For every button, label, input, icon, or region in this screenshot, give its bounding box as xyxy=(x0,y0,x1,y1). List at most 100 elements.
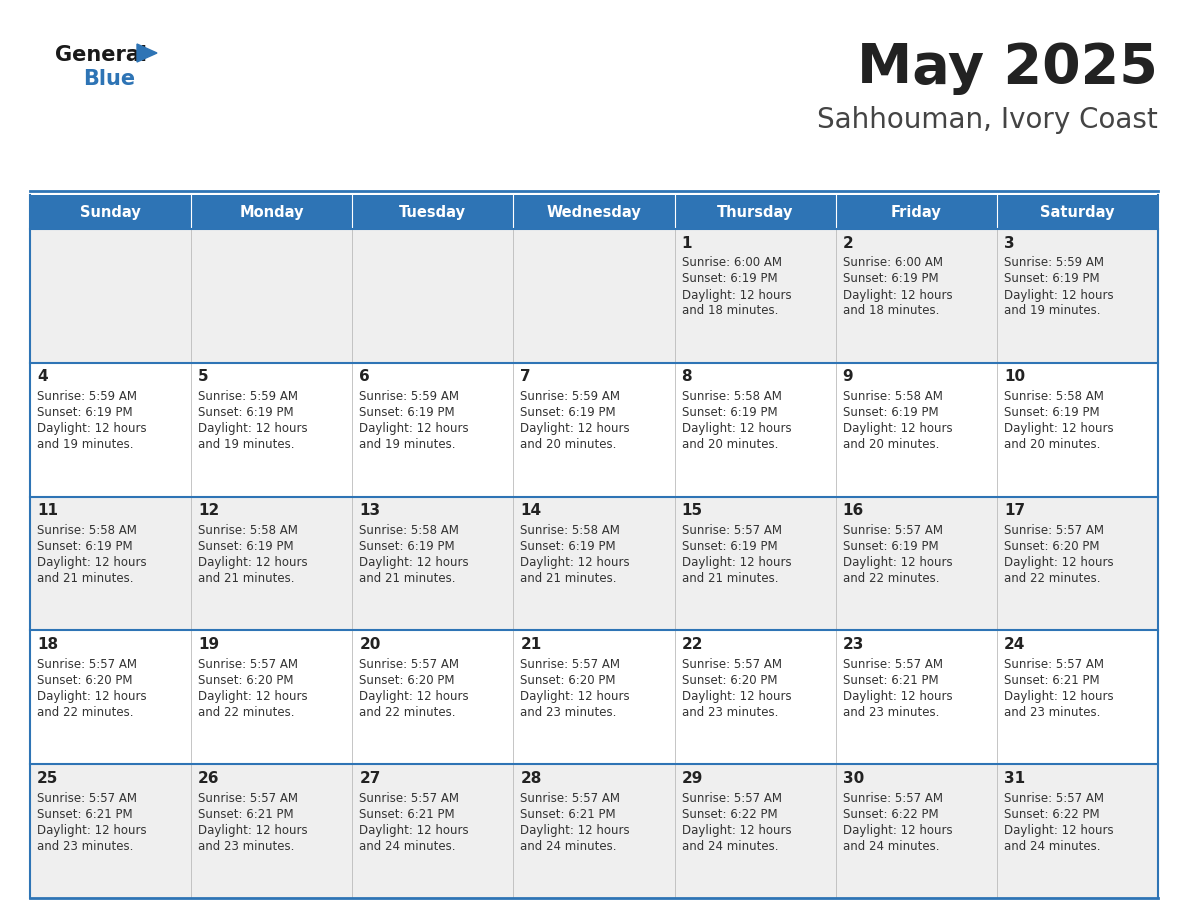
Text: Daylight: 12 hours: Daylight: 12 hours xyxy=(520,556,630,569)
Bar xyxy=(30,631,1158,764)
Text: 30: 30 xyxy=(842,771,864,786)
Text: Daylight: 12 hours: Daylight: 12 hours xyxy=(682,823,791,836)
Text: Sunset: 6:21 PM: Sunset: 6:21 PM xyxy=(520,808,617,821)
Text: and 22 minutes.: and 22 minutes. xyxy=(198,706,295,719)
Text: Daylight: 12 hours: Daylight: 12 hours xyxy=(198,823,308,836)
Text: and 19 minutes.: and 19 minutes. xyxy=(1004,305,1100,318)
Text: Wednesday: Wednesday xyxy=(546,205,642,219)
Text: 19: 19 xyxy=(198,637,220,652)
Text: Daylight: 12 hours: Daylight: 12 hours xyxy=(37,556,146,569)
Text: Daylight: 12 hours: Daylight: 12 hours xyxy=(842,823,953,836)
Text: Daylight: 12 hours: Daylight: 12 hours xyxy=(842,690,953,703)
Text: and 19 minutes.: and 19 minutes. xyxy=(198,438,295,452)
Text: and 23 minutes.: and 23 minutes. xyxy=(37,840,133,853)
Text: Sunrise: 5:57 AM: Sunrise: 5:57 AM xyxy=(682,524,782,537)
Text: 14: 14 xyxy=(520,503,542,518)
Text: Sunrise: 5:58 AM: Sunrise: 5:58 AM xyxy=(1004,390,1104,403)
Text: Sunset: 6:19 PM: Sunset: 6:19 PM xyxy=(359,540,455,554)
Text: Daylight: 12 hours: Daylight: 12 hours xyxy=(37,823,146,836)
Text: Sunset: 6:22 PM: Sunset: 6:22 PM xyxy=(1004,808,1099,821)
Text: Daylight: 12 hours: Daylight: 12 hours xyxy=(682,690,791,703)
Text: 11: 11 xyxy=(37,503,58,518)
Text: and 23 minutes.: and 23 minutes. xyxy=(198,840,295,853)
Bar xyxy=(513,195,675,229)
Text: May 2025: May 2025 xyxy=(857,41,1158,95)
Text: Sunset: 6:20 PM: Sunset: 6:20 PM xyxy=(1004,540,1099,554)
Text: 2: 2 xyxy=(842,236,853,251)
Text: 10: 10 xyxy=(1004,369,1025,385)
Text: and 24 minutes.: and 24 minutes. xyxy=(520,840,617,853)
Text: Sunset: 6:20 PM: Sunset: 6:20 PM xyxy=(37,674,133,687)
Text: 31: 31 xyxy=(1004,771,1025,786)
Text: Sunset: 6:21 PM: Sunset: 6:21 PM xyxy=(198,808,293,821)
Text: Daylight: 12 hours: Daylight: 12 hours xyxy=(198,690,308,703)
Text: Sunset: 6:21 PM: Sunset: 6:21 PM xyxy=(37,808,133,821)
Text: Sunset: 6:19 PM: Sunset: 6:19 PM xyxy=(520,540,617,554)
Text: General: General xyxy=(55,45,147,65)
Text: Daylight: 12 hours: Daylight: 12 hours xyxy=(37,422,146,435)
Text: and 24 minutes.: and 24 minutes. xyxy=(359,840,456,853)
Text: 13: 13 xyxy=(359,503,380,518)
Text: Daylight: 12 hours: Daylight: 12 hours xyxy=(842,556,953,569)
Text: Sunset: 6:22 PM: Sunset: 6:22 PM xyxy=(682,808,777,821)
Text: and 23 minutes.: and 23 minutes. xyxy=(520,706,617,719)
Text: Sunrise: 5:57 AM: Sunrise: 5:57 AM xyxy=(1004,791,1104,805)
Text: Sunrise: 5:57 AM: Sunrise: 5:57 AM xyxy=(198,791,298,805)
Text: Daylight: 12 hours: Daylight: 12 hours xyxy=(37,690,146,703)
Text: and 20 minutes.: and 20 minutes. xyxy=(682,438,778,452)
Text: and 23 minutes.: and 23 minutes. xyxy=(842,706,939,719)
Bar xyxy=(30,764,1158,898)
Text: Sunrise: 5:59 AM: Sunrise: 5:59 AM xyxy=(1004,256,1104,270)
Text: and 24 minutes.: and 24 minutes. xyxy=(842,840,940,853)
Text: Daylight: 12 hours: Daylight: 12 hours xyxy=(359,690,469,703)
Text: and 21 minutes.: and 21 minutes. xyxy=(359,572,456,585)
Bar xyxy=(191,195,353,229)
Text: and 22 minutes.: and 22 minutes. xyxy=(359,706,456,719)
Text: 6: 6 xyxy=(359,369,369,385)
Bar xyxy=(835,195,997,229)
Text: Sunset: 6:19 PM: Sunset: 6:19 PM xyxy=(842,407,939,420)
Text: Sunrise: 5:57 AM: Sunrise: 5:57 AM xyxy=(1004,524,1104,537)
Text: Sunset: 6:19 PM: Sunset: 6:19 PM xyxy=(198,407,293,420)
Text: Sunrise: 5:57 AM: Sunrise: 5:57 AM xyxy=(37,791,137,805)
Text: Sunrise: 5:59 AM: Sunrise: 5:59 AM xyxy=(520,390,620,403)
Text: and 20 minutes.: and 20 minutes. xyxy=(842,438,939,452)
Text: 24: 24 xyxy=(1004,637,1025,652)
Text: and 21 minutes.: and 21 minutes. xyxy=(198,572,295,585)
Text: Sunset: 6:20 PM: Sunset: 6:20 PM xyxy=(198,674,293,687)
Text: 17: 17 xyxy=(1004,503,1025,518)
Text: Sunrise: 5:57 AM: Sunrise: 5:57 AM xyxy=(359,658,460,671)
Text: Daylight: 12 hours: Daylight: 12 hours xyxy=(520,823,630,836)
Text: 15: 15 xyxy=(682,503,702,518)
Text: Sunrise: 5:58 AM: Sunrise: 5:58 AM xyxy=(359,524,459,537)
Text: Sahhouman, Ivory Coast: Sahhouman, Ivory Coast xyxy=(817,106,1158,134)
Text: Sunrise: 5:57 AM: Sunrise: 5:57 AM xyxy=(682,658,782,671)
Text: 5: 5 xyxy=(198,369,209,385)
Polygon shape xyxy=(137,44,157,62)
Text: and 24 minutes.: and 24 minutes. xyxy=(682,840,778,853)
Text: Sunrise: 5:58 AM: Sunrise: 5:58 AM xyxy=(520,524,620,537)
Text: Daylight: 12 hours: Daylight: 12 hours xyxy=(682,422,791,435)
Text: Daylight: 12 hours: Daylight: 12 hours xyxy=(842,422,953,435)
Text: and 19 minutes.: and 19 minutes. xyxy=(37,438,133,452)
Text: 18: 18 xyxy=(37,637,58,652)
Text: Daylight: 12 hours: Daylight: 12 hours xyxy=(682,288,791,301)
Text: Sunset: 6:19 PM: Sunset: 6:19 PM xyxy=(198,540,293,554)
Text: and 21 minutes.: and 21 minutes. xyxy=(37,572,133,585)
Text: Daylight: 12 hours: Daylight: 12 hours xyxy=(359,422,469,435)
Text: Sunday: Sunday xyxy=(81,205,141,219)
Text: Sunrise: 5:58 AM: Sunrise: 5:58 AM xyxy=(842,390,942,403)
Text: and 21 minutes.: and 21 minutes. xyxy=(682,572,778,585)
Text: and 22 minutes.: and 22 minutes. xyxy=(842,572,940,585)
Text: Sunset: 6:21 PM: Sunset: 6:21 PM xyxy=(1004,674,1099,687)
Bar xyxy=(30,229,1158,363)
Text: and 18 minutes.: and 18 minutes. xyxy=(682,305,778,318)
Text: 27: 27 xyxy=(359,771,380,786)
Text: Sunrise: 5:58 AM: Sunrise: 5:58 AM xyxy=(37,524,137,537)
Text: Sunset: 6:19 PM: Sunset: 6:19 PM xyxy=(520,407,617,420)
Text: 28: 28 xyxy=(520,771,542,786)
Text: Sunrise: 5:57 AM: Sunrise: 5:57 AM xyxy=(842,791,943,805)
Text: and 24 minutes.: and 24 minutes. xyxy=(1004,840,1100,853)
Text: Sunset: 6:21 PM: Sunset: 6:21 PM xyxy=(359,808,455,821)
Text: Sunrise: 5:57 AM: Sunrise: 5:57 AM xyxy=(1004,658,1104,671)
